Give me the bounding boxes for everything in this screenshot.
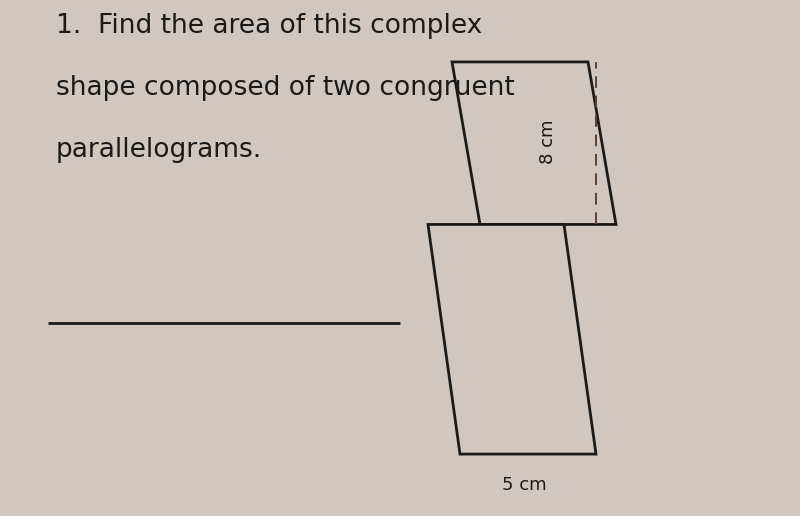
Polygon shape <box>428 224 596 454</box>
Text: 8 cm: 8 cm <box>539 120 557 164</box>
Text: 1.  Find the area of this complex: 1. Find the area of this complex <box>56 13 482 39</box>
Text: parallelograms.: parallelograms. <box>56 137 262 163</box>
Polygon shape <box>452 62 616 224</box>
Text: shape composed of two congruent: shape composed of two congruent <box>56 75 514 101</box>
Text: 5 cm: 5 cm <box>502 476 546 494</box>
